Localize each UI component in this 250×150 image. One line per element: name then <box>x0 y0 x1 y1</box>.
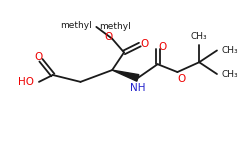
Text: O: O <box>177 74 186 84</box>
Text: CH₃: CH₃ <box>222 46 238 55</box>
Text: O: O <box>158 42 167 52</box>
Text: O: O <box>35 52 43 62</box>
Text: NH: NH <box>130 83 146 93</box>
Text: O: O <box>141 39 149 49</box>
Text: CH₃: CH₃ <box>191 32 208 41</box>
Text: O: O <box>104 32 112 42</box>
Text: methyl: methyl <box>99 22 131 31</box>
Polygon shape <box>112 70 139 81</box>
Text: HO: HO <box>18 77 34 87</box>
Text: methyl: methyl <box>60 21 92 30</box>
Text: CH₃: CH₃ <box>222 69 238 78</box>
